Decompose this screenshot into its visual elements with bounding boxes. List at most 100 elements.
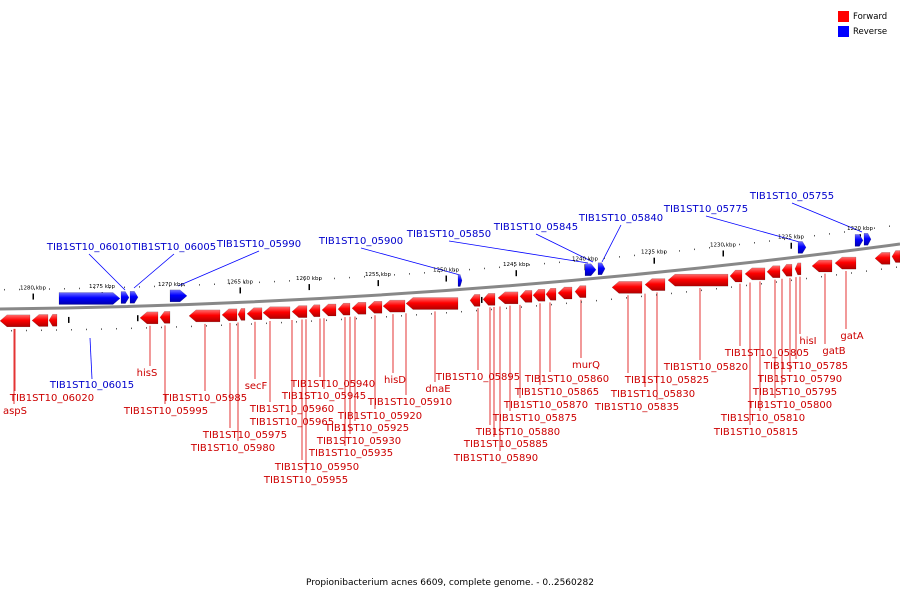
forward-gene-arrow[interactable] — [139, 311, 159, 325]
scale-dot — [754, 242, 755, 244]
forward-gene-arrow[interactable] — [237, 308, 246, 321]
scale-tick-label: 1255 kbp — [365, 272, 391, 278]
scale-dot — [881, 268, 882, 270]
scale-dot — [686, 291, 687, 293]
legend-forward: Forward — [838, 9, 900, 24]
forward-gene-label: TIB1ST10_05860 — [524, 374, 609, 385]
scale-tick — [68, 316, 70, 323]
forward-gene-arrow[interactable] — [188, 309, 221, 323]
scale-dot — [334, 277, 335, 280]
scale-dot — [769, 240, 770, 242]
forward-gene-arrow[interactable] — [291, 305, 308, 318]
reverse-gene-arrow[interactable] — [597, 262, 606, 275]
forward-gene-label: TIB1ST10_05865 — [514, 387, 599, 398]
scale-dot — [791, 279, 792, 282]
forward-gene-label: gatA — [840, 331, 863, 342]
scale-dot — [446, 312, 447, 314]
forward-gene-arrow[interactable] — [308, 304, 321, 318]
scale-dot — [409, 273, 410, 275]
forward-gene-arrow[interactable] — [262, 306, 291, 319]
scale-tick — [481, 296, 483, 303]
scale-dot — [581, 301, 582, 303]
reverse-gene-arrow[interactable] — [169, 289, 188, 303]
scale-dot — [131, 327, 132, 330]
forward-gene-arrow[interactable] — [545, 288, 557, 301]
scale-dot — [371, 316, 372, 319]
forward-gene-arrow[interactable] — [766, 265, 781, 279]
scale-dot — [304, 279, 305, 281]
forward-gene-arrow[interactable] — [0, 314, 31, 328]
reverse-swatch — [838, 26, 849, 37]
forward-gene-label: TIB1ST10_05790 — [757, 374, 842, 385]
scale-tick-label: 1270 kbp — [158, 282, 184, 288]
scale-tick-label: 1220 kbp — [847, 226, 873, 232]
forward-gene-arrow[interactable] — [337, 302, 351, 316]
scale-dot — [649, 253, 650, 255]
forward-gene-arrow[interactable] — [31, 314, 49, 327]
scale-dot — [146, 327, 147, 329]
scale-dot — [161, 326, 162, 329]
scale-tick-label: 1250 kbp — [433, 268, 459, 274]
forward-gene-arrow[interactable] — [744, 267, 766, 281]
forward-gene-arrow[interactable] — [891, 250, 900, 263]
scale-dot — [731, 286, 732, 288]
forward-gene-arrow[interactable] — [321, 303, 337, 317]
scale-dot — [386, 316, 387, 318]
forward-gene-label: TIB1ST10_05895 — [435, 372, 520, 383]
scale-dot — [641, 295, 642, 298]
scale-dot — [116, 327, 117, 330]
reverse-gene-arrow[interactable] — [129, 291, 139, 304]
scale-dot — [739, 243, 740, 246]
forward-gene-arrow[interactable] — [382, 299, 406, 313]
reverse-gene-arrow[interactable] — [584, 263, 597, 277]
forward-gene-label: hisD — [384, 375, 406, 386]
forward-gene-arrow[interactable] — [48, 313, 58, 327]
scale-dot — [139, 286, 140, 288]
scale-dot — [49, 288, 50, 290]
forward-gene-arrow[interactable] — [557, 286, 573, 300]
scale-dot — [214, 283, 215, 286]
reverse-gene-arrow[interactable] — [797, 241, 807, 254]
forward-swatch — [838, 11, 849, 22]
forward-gene-arrow[interactable] — [405, 297, 459, 310]
forward-gene-arrow[interactable] — [729, 269, 743, 283]
reverse-gene-label: TIB1ST10_05775 — [663, 204, 748, 215]
forward-gene-arrow[interactable] — [644, 278, 666, 291]
forward-gene-arrow[interactable] — [482, 293, 496, 306]
scale-dot — [41, 329, 42, 332]
scale-dot — [799, 236, 800, 239]
forward-gene-arrow[interactable] — [532, 289, 546, 302]
scale-dot — [671, 292, 672, 295]
reverse-gene-arrow[interactable] — [58, 292, 121, 305]
scale-dot — [491, 308, 492, 311]
forward-gene-arrow[interactable] — [221, 308, 238, 322]
reverse-gene-arrow[interactable] — [854, 234, 864, 247]
reverse-label: Reverse — [853, 26, 888, 37]
forward-gene-arrow[interactable] — [834, 256, 857, 270]
forward-gene-arrow[interactable] — [159, 311, 171, 324]
forward-gene-arrow[interactable] — [667, 273, 729, 287]
forward-gene-arrow[interactable] — [574, 285, 587, 298]
forward-gene-arrow[interactable] — [469, 294, 481, 307]
forward-gene-arrow[interactable] — [367, 301, 383, 314]
forward-gene-arrow[interactable] — [611, 281, 643, 294]
forward-gene-arrow[interactable] — [351, 302, 367, 315]
scale-dot — [679, 250, 680, 252]
scale-dot — [716, 287, 717, 290]
forward-gene-arrow[interactable] — [519, 290, 533, 303]
forward-gene-arrow[interactable] — [794, 262, 802, 276]
scale-dot — [626, 297, 627, 299]
reverse-gene-arrow[interactable] — [120, 291, 130, 304]
reverse-gene-arrow[interactable] — [457, 274, 463, 287]
forward-gene-arrow[interactable] — [781, 263, 793, 277]
forward-gene-arrow[interactable] — [811, 259, 833, 273]
scale-dot — [634, 254, 635, 257]
forward-gene-arrow[interactable] — [246, 307, 263, 321]
forward-gene-label: TIB1ST10_05980 — [190, 443, 275, 454]
reverse-gene-arrow[interactable] — [863, 233, 872, 246]
scale-tick-label: 1240 kbp — [572, 256, 598, 262]
scale-dot — [206, 325, 207, 327]
forward-gene-arrow[interactable] — [497, 291, 519, 305]
forward-gene-arrow[interactable] — [874, 252, 891, 265]
reverse-gene-label: TIB1ST10_06015 — [49, 380, 134, 391]
